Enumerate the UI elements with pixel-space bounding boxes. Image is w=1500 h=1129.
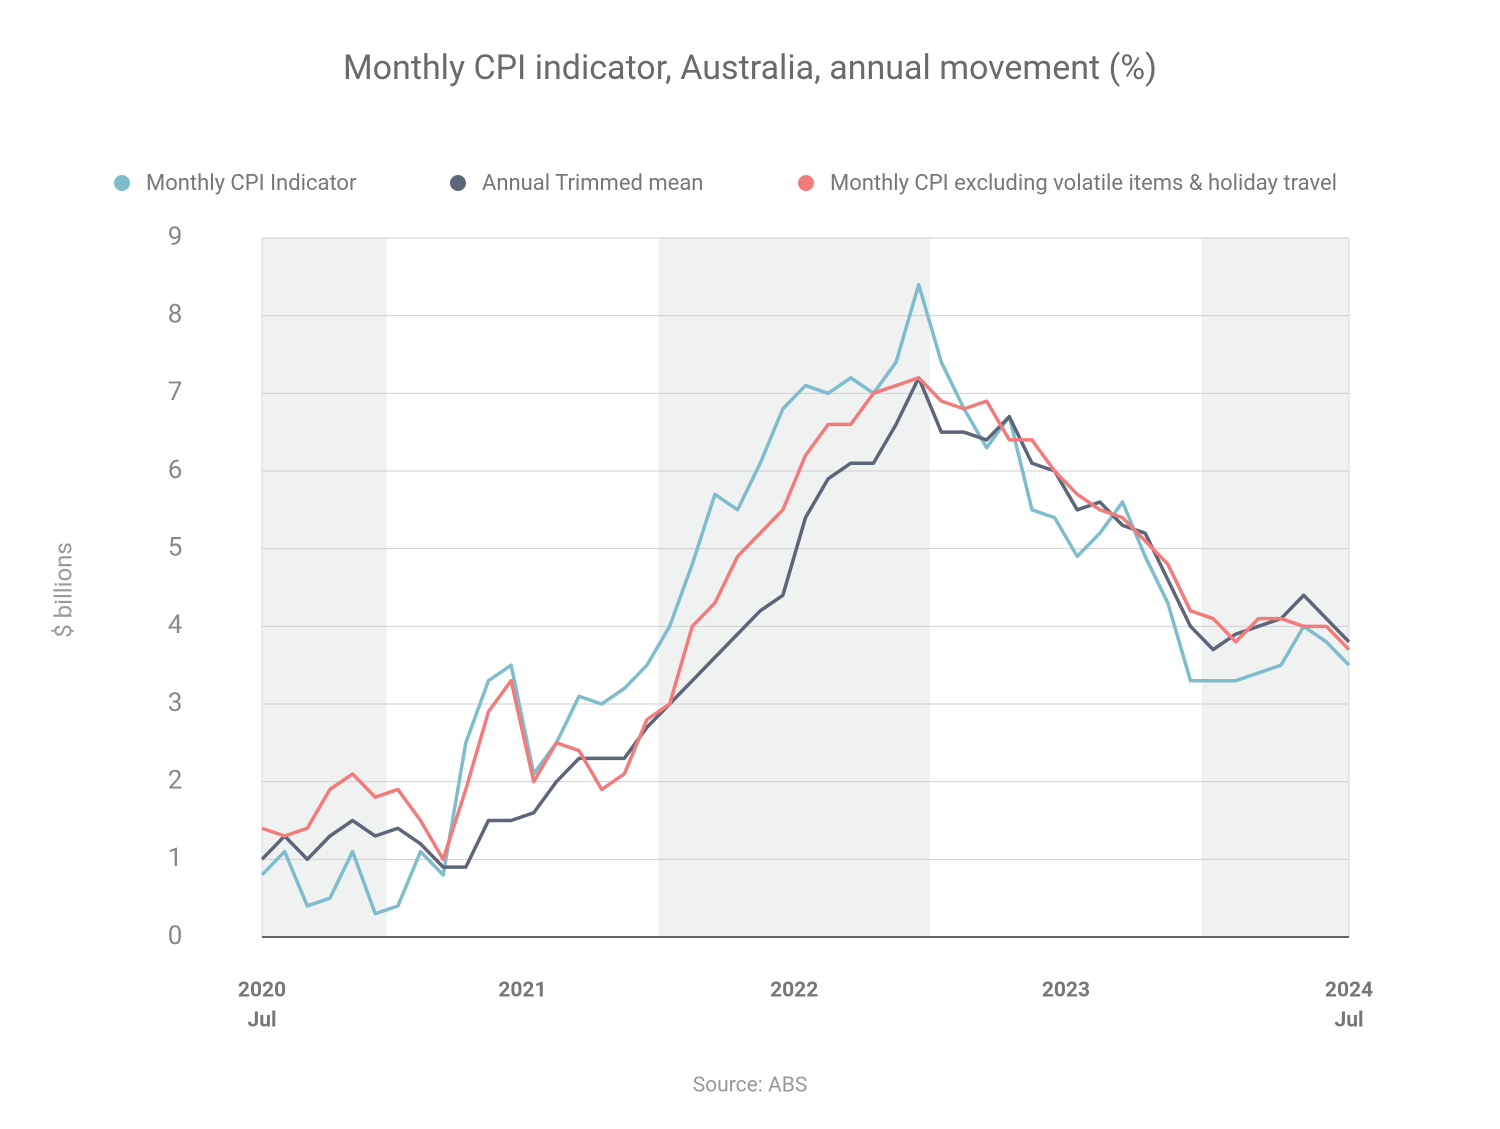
y-tick-label: 1 [168, 843, 183, 873]
x-tick-label: 2024 [1325, 979, 1373, 1003]
legend-marker [114, 175, 130, 191]
x-tick-label: 2020 [238, 979, 286, 1003]
y-tick-label: 3 [168, 688, 183, 718]
chart-title: Monthly CPI indicator, Australia, annual… [343, 48, 1157, 88]
legend-label: Monthly CPI excluding volatile items & h… [830, 171, 1337, 196]
source: Source: ABS [693, 1074, 808, 1098]
legend-marker [450, 175, 466, 191]
legend-marker [798, 175, 814, 191]
band [262, 238, 387, 937]
y-tick-label: 7 [168, 377, 183, 407]
x-tick-label: 2022 [770, 979, 818, 1003]
y-axis-title: $ billions [49, 542, 77, 638]
x-sublabel: Jul [247, 1009, 276, 1033]
y-tick-label: 4 [168, 610, 183, 640]
y-tick-label: 8 [168, 300, 183, 330]
x-tick-label: 2021 [498, 979, 546, 1003]
y-tick-label: 5 [168, 533, 183, 563]
series-line [260, 282, 1351, 916]
band [658, 238, 931, 937]
y-tick-label: 6 [168, 455, 183, 485]
y-tick-label: 0 [168, 921, 183, 951]
y-tick-label: 2 [168, 766, 183, 796]
series-line [261, 376, 1351, 862]
y-tick-label: 9 [168, 222, 183, 252]
legend-label: Monthly CPI Indicator [146, 171, 357, 196]
series-line [260, 376, 1351, 869]
x-sublabel: Jul [1334, 1009, 1363, 1033]
x-tick-label: 2023 [1042, 979, 1090, 1003]
legend-label: Annual Trimmed mean [482, 171, 703, 196]
band [1201, 238, 1349, 937]
